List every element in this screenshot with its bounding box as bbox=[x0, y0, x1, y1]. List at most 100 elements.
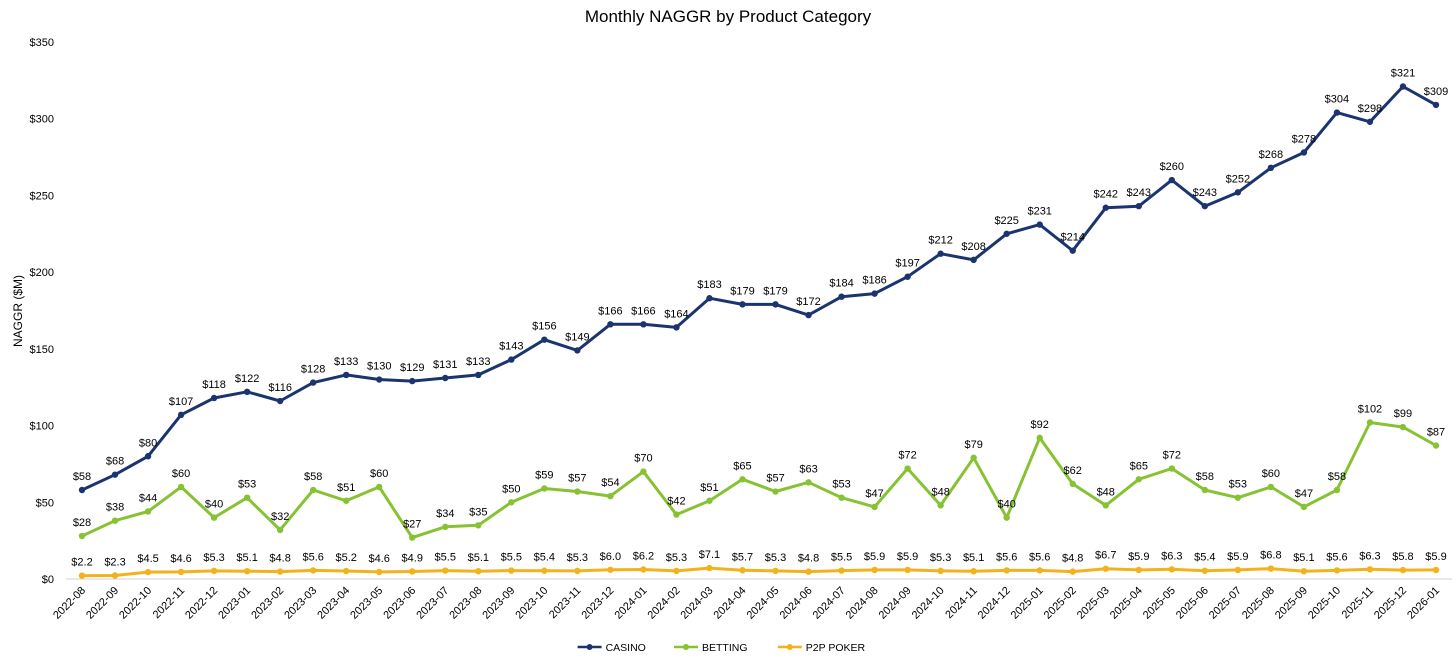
data-label-casino: $278 bbox=[1292, 133, 1316, 145]
data-point-casino bbox=[144, 453, 152, 460]
y-tick-label: $350 bbox=[30, 37, 54, 49]
x-tick-label: 2023-10 bbox=[513, 585, 550, 622]
data-label-casino: $164 bbox=[664, 308, 688, 320]
legend-swatch-marker bbox=[683, 644, 689, 650]
data-label-casino: $133 bbox=[334, 356, 358, 368]
series-layer bbox=[78, 83, 1440, 579]
x-tick-label: 2022-12 bbox=[183, 585, 220, 622]
legend-item-casino: CASINO bbox=[577, 642, 646, 654]
data-point-casino bbox=[904, 273, 911, 280]
data-label-betting: $44 bbox=[139, 492, 157, 504]
data-point-betting bbox=[1201, 486, 1209, 494]
data-label-casino: $298 bbox=[1358, 103, 1382, 115]
data-point-casino bbox=[607, 321, 614, 328]
data-point-casino bbox=[409, 377, 416, 385]
data-label-p2p-poker: $6.8 bbox=[1260, 550, 1281, 562]
data-label-p2p-poker: $5.3 bbox=[666, 552, 687, 564]
data-point-p2p-poker bbox=[640, 566, 647, 573]
chart-title: Monthly NAGGR by Product Category bbox=[585, 7, 872, 26]
x-tick-label: 2024-05 bbox=[745, 585, 782, 622]
data-point-p2p-poker bbox=[1102, 565, 1109, 572]
data-label-p2p-poker: $6.3 bbox=[1359, 550, 1380, 562]
x-tick-label: 2024-09 bbox=[877, 585, 914, 622]
data-point-casino bbox=[937, 250, 944, 257]
data-label-p2p-poker: $5.7 bbox=[732, 551, 753, 563]
data-label-betting: $102 bbox=[1358, 404, 1382, 416]
data-point-casino bbox=[541, 336, 548, 343]
data-point-p2p-poker bbox=[1399, 566, 1407, 574]
data-point-casino bbox=[1201, 202, 1209, 210]
y-tick-label: $50 bbox=[36, 497, 54, 509]
data-point-betting bbox=[607, 492, 614, 500]
data-point-p2p-poker bbox=[276, 568, 284, 575]
data-label-casino: $184 bbox=[829, 278, 853, 290]
data-label-betting: $60 bbox=[172, 468, 190, 480]
data-point-p2p-poker bbox=[177, 568, 185, 576]
data-point-casino bbox=[309, 379, 317, 386]
x-tick-label: 2025-05 bbox=[1141, 585, 1178, 622]
data-label-betting: $53 bbox=[238, 479, 256, 491]
x-tick-label: 2024-07 bbox=[811, 585, 848, 622]
data-label-casino: $243 bbox=[1127, 187, 1151, 199]
data-label-casino: $183 bbox=[697, 279, 721, 291]
data-point-casino bbox=[1432, 101, 1440, 109]
data-point-betting bbox=[673, 511, 680, 518]
data-label-p2p-poker: $5.1 bbox=[1293, 552, 1314, 564]
x-tick-label: 2023-09 bbox=[480, 585, 517, 622]
data-point-betting bbox=[342, 497, 350, 504]
data-point-casino bbox=[210, 394, 218, 402]
data-label-casino: $128 bbox=[301, 364, 325, 376]
data-point-p2p-poker bbox=[1366, 566, 1374, 573]
data-label-p2p-poker: $5.6 bbox=[996, 551, 1017, 563]
data-label-casino: $242 bbox=[1094, 189, 1118, 201]
x-tick-label: 2023-06 bbox=[381, 585, 418, 622]
x-tick-label: 2024-04 bbox=[712, 585, 749, 622]
data-point-casino bbox=[1399, 83, 1407, 90]
data-point-p2p-poker bbox=[970, 567, 977, 575]
legend-label: P2P POKER bbox=[806, 642, 866, 654]
data-point-casino bbox=[243, 388, 251, 396]
data-label-p2p-poker: $6.7 bbox=[1095, 550, 1116, 562]
data-label-p2p-poker: $5.2 bbox=[335, 552, 356, 564]
data-label-p2p-poker: $4.6 bbox=[369, 553, 390, 565]
x-tick-label: 2022-09 bbox=[84, 585, 121, 622]
y-tick-label: $300 bbox=[30, 114, 54, 126]
data-label-betting: $57 bbox=[766, 473, 784, 485]
data-label-betting: $59 bbox=[535, 469, 553, 481]
data-label-casino: $197 bbox=[895, 258, 919, 270]
data-label-p2p-poker: $5.9 bbox=[864, 551, 885, 563]
x-tick-label: 2025-01 bbox=[1009, 585, 1046, 622]
x-tick-label: 2023-05 bbox=[348, 585, 385, 622]
legend: CASINO BETTING P2P POKER bbox=[577, 642, 866, 654]
data-label-casino: $260 bbox=[1160, 161, 1184, 173]
data-point-casino bbox=[1366, 118, 1374, 125]
data-point-casino bbox=[442, 374, 449, 382]
x-tick-label: 2025-08 bbox=[1240, 585, 1277, 622]
data-point-casino bbox=[475, 371, 482, 379]
data-point-casino bbox=[1036, 221, 1043, 228]
data-point-betting bbox=[276, 526, 284, 534]
data-point-p2p-poker bbox=[1168, 566, 1176, 573]
data-point-casino bbox=[1135, 202, 1142, 210]
data-label-casino: $166 bbox=[598, 305, 622, 317]
legend-swatch-marker bbox=[586, 644, 593, 650]
data-label-betting: $40 bbox=[998, 499, 1016, 511]
data-label-casino: $149 bbox=[565, 331, 589, 343]
data-label-betting: $72 bbox=[898, 450, 916, 462]
data-point-betting bbox=[805, 479, 812, 486]
data-point-casino bbox=[640, 321, 647, 328]
x-tick-label: 2025-10 bbox=[1306, 585, 1343, 622]
data-label-p2p-poker: $4.5 bbox=[137, 553, 158, 565]
data-point-casino bbox=[739, 301, 746, 308]
data-label-casino: $179 bbox=[730, 285, 754, 297]
data-label-p2p-poker: $5.4 bbox=[534, 552, 555, 564]
data-point-casino bbox=[508, 356, 515, 363]
data-point-betting bbox=[1168, 465, 1176, 472]
data-point-casino bbox=[177, 411, 185, 419]
data-label-p2p-poker: $5.5 bbox=[435, 552, 456, 564]
data-label-casino: $58 bbox=[73, 471, 91, 483]
data-label-casino: $68 bbox=[106, 456, 124, 468]
series-line-betting bbox=[80, 421, 1438, 540]
data-label-betting: $58 bbox=[1328, 471, 1346, 483]
data-label-p2p-poker: $5.9 bbox=[1425, 551, 1446, 563]
